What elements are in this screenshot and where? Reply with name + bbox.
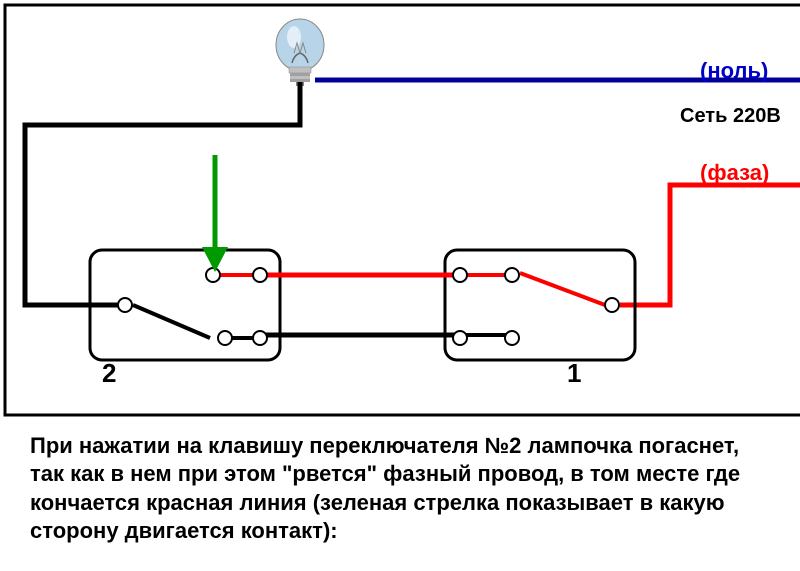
mains-label: Сеть 220В [680, 105, 781, 128]
terminal [605, 298, 619, 312]
terminal [453, 331, 467, 345]
terminal [505, 268, 519, 282]
green-arrow-icon [202, 155, 228, 272]
lightbulb-icon [276, 19, 324, 86]
phase-label: (фаза) [700, 160, 769, 186]
terminal [118, 298, 132, 312]
diagram-border [5, 5, 800, 415]
terminal [253, 268, 267, 282]
switch2-lever [133, 305, 210, 338]
circuit-diagram: (ноль) Сеть 220В (фаза) 2 1 При нажатии … [0, 0, 800, 571]
description-text: При нажатии на клавишу переключателя №2 … [30, 432, 770, 546]
switch-2-label: 2 [102, 358, 116, 389]
terminal [453, 268, 467, 282]
terminal [218, 331, 232, 345]
switch-1-label: 1 [567, 358, 581, 389]
terminal [505, 331, 519, 345]
terminal [253, 331, 267, 345]
neutral-label: (ноль) [700, 58, 768, 84]
circuit-svg [0, 0, 800, 420]
phase-wire-in [620, 185, 800, 305]
terminal [206, 268, 220, 282]
switch1-lever [520, 273, 605, 305]
